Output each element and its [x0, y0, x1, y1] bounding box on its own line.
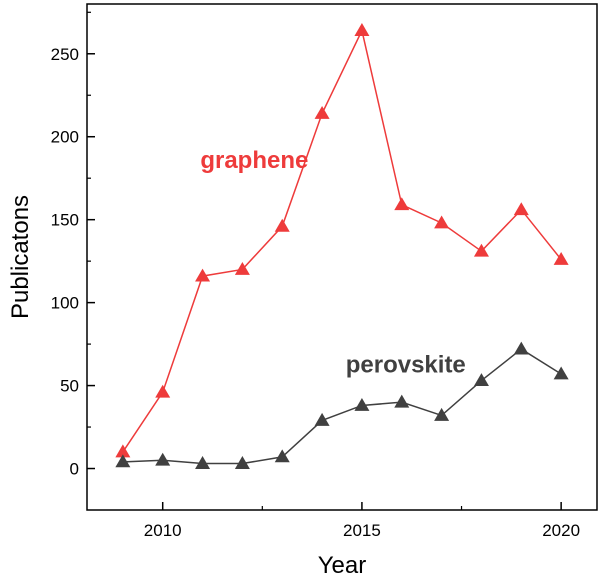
plot-frame — [86, 3, 598, 511]
graphene-point — [274, 218, 290, 232]
graphene-point — [473, 243, 489, 257]
perovskite-point — [314, 412, 330, 426]
perovskite-point — [354, 397, 370, 411]
perovskite-line — [122, 348, 562, 465]
graphene-label: graphene — [200, 147, 308, 174]
x-axis-title: Year — [318, 552, 367, 579]
y-tick-label: 150 — [51, 211, 79, 230]
graphene-point — [115, 444, 131, 458]
perovskite-point — [434, 407, 450, 421]
perovskite-point — [234, 456, 250, 469]
tick-labels: 2010 2015 2020 0 50 100 150 200 250 — [51, 45, 580, 540]
x-tick-label: 2020 — [542, 521, 580, 540]
x-tick-label: 2015 — [343, 521, 381, 540]
y-tick-label: 250 — [51, 45, 79, 64]
perovskite-point — [115, 454, 131, 468]
graphene-point — [195, 268, 211, 282]
y-axis-title: Publicatons — [7, 195, 34, 319]
graphene-point — [155, 384, 171, 398]
axis-ticks — [87, 11, 562, 510]
x-tick-label: 2010 — [144, 521, 182, 540]
perovskite-label: perovskite — [346, 351, 466, 378]
y-tick-label: 50 — [60, 377, 79, 396]
graphene-line — [122, 28, 562, 453]
y-tick-label: 200 — [51, 128, 79, 147]
graphene-point — [553, 251, 569, 265]
perovskite-point — [553, 366, 569, 380]
y-tick-label: 100 — [51, 294, 79, 313]
graphene-point — [394, 197, 410, 211]
perovskite-point — [394, 394, 410, 408]
y-tick-label: 0 — [70, 460, 79, 479]
perovskite-point — [274, 449, 290, 463]
graphene-point — [513, 202, 529, 216]
series-layer: graphene perovskite — [115, 23, 569, 469]
perovskite-point — [513, 341, 529, 355]
graphene-point — [234, 261, 250, 275]
series-perovskite: perovskite — [115, 341, 569, 469]
graphene-point — [314, 105, 330, 119]
perovskite-point — [195, 456, 211, 469]
perovskite-point — [155, 452, 171, 466]
perovskite-point — [473, 373, 489, 386]
graphene-point — [434, 215, 450, 229]
graphene-point — [354, 23, 370, 36]
series-graphene: graphene — [115, 23, 569, 458]
